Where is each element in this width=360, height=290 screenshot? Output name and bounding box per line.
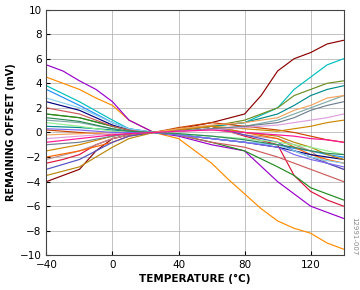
Text: 12991-007: 12991-007 — [352, 217, 357, 255]
Y-axis label: REMAINING OFFSET (mV): REMAINING OFFSET (mV) — [5, 64, 15, 201]
X-axis label: TEMPERATURE (°C): TEMPERATURE (°C) — [139, 274, 251, 284]
